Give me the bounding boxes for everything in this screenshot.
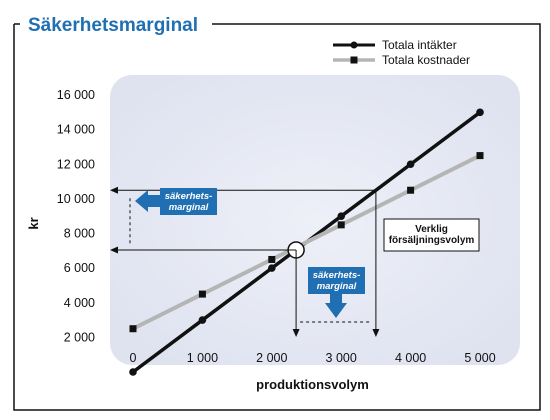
x-tick-label: 2 000 <box>256 351 287 365</box>
x-axis-ticks: 0 1 000 2 000 3 000 4 000 5 000 <box>130 351 496 365</box>
series-line-totala-kostnader <box>132 153 481 331</box>
legend-label: Totala intäkter <box>382 38 457 52</box>
x-axis-label: produktionsvolym <box>256 377 369 392</box>
data-point <box>407 186 415 194</box>
margin-callout-y-box <box>160 188 217 215</box>
data-point <box>129 325 137 333</box>
x-tick-label: 0 <box>130 351 137 365</box>
plot-background <box>110 75 520 365</box>
data-point <box>476 152 484 160</box>
annotation-layer: säkerhets-marginal säkerhets-marginal Verk… <box>110 186 480 337</box>
data-point <box>129 368 137 376</box>
legend-label: Totala kostnader <box>382 53 470 67</box>
y-tick-label: 10 000 <box>57 192 95 206</box>
break-even-arrowhead-down <box>292 329 300 337</box>
legend-marker <box>350 56 358 64</box>
data-point <box>337 221 345 229</box>
y-axis-label: kr <box>26 217 41 229</box>
chart-title: Säkerhetsmarginal <box>28 15 198 36</box>
actual-volume-box <box>383 218 480 252</box>
x-tick-label: 5 000 <box>464 351 495 365</box>
data-point <box>268 255 276 263</box>
data-point <box>198 316 207 324</box>
y-tick-label: 4 000 <box>64 296 95 310</box>
break-even-arrowhead-left <box>110 246 118 254</box>
legend-marker <box>350 41 358 49</box>
margin-callout-x-box <box>308 267 365 294</box>
y-tick-label: 2 000 <box>64 330 95 344</box>
margin-callout-y-arrow <box>135 190 160 212</box>
data-point <box>198 290 206 298</box>
data-point <box>406 160 415 169</box>
y-tick-label: 16 000 <box>57 88 95 102</box>
x-tick-label: 1 000 <box>187 351 218 365</box>
x-tick-label: 4 000 <box>395 351 426 365</box>
series-layer <box>129 108 484 376</box>
y-axis-ticks: 2 000 4 000 6 000 8 000 10 000 12 000 14 000 16… <box>57 88 95 344</box>
data-point <box>476 108 484 117</box>
margin-callout-x-arrow <box>325 294 347 318</box>
data-point <box>337 212 346 220</box>
frame <box>13 23 541 411</box>
y-tick-label: 12 000 <box>57 157 95 171</box>
actual-volume-label: Verklig försäljningsvolym <box>389 224 475 246</box>
actual-arrowhead-down <box>372 329 380 337</box>
y-tick-label: 8 000 <box>64 227 95 241</box>
y-tick-label: 14 000 <box>57 123 95 137</box>
margin-callout-y-label: säkerhets-marginal <box>165 191 213 213</box>
margin-callout-x-label: säkerhets-marginal <box>313 270 361 292</box>
x-tick-label: 3 000 <box>326 351 357 365</box>
data-point <box>268 264 276 272</box>
y-tick-label: 6 000 <box>64 261 95 275</box>
actual-arrowhead-left <box>110 186 118 194</box>
